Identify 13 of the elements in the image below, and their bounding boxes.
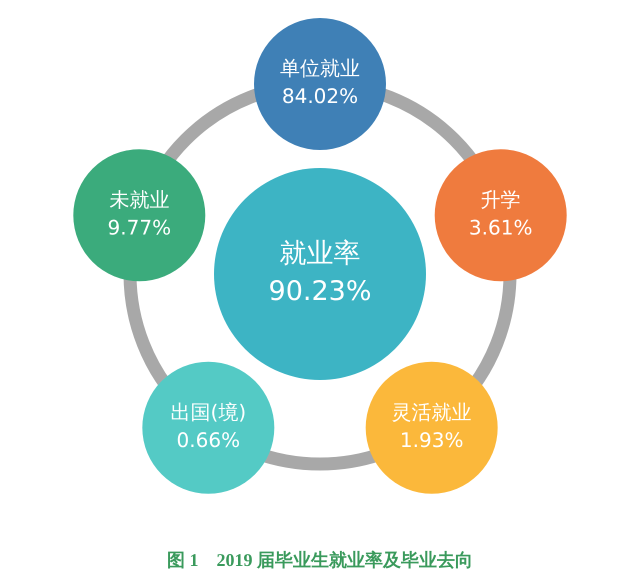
data-label: 84.02% (282, 84, 358, 108)
category-label: 就业率 (280, 238, 360, 270)
category-label: 升学 (480, 187, 521, 212)
data-label: 0.66% (176, 428, 240, 452)
data-label: 9.77% (108, 215, 172, 240)
data-label: 1.93% (400, 428, 464, 452)
data-label: 3.61% (468, 215, 532, 240)
text: 图 1 2019 届毕业生就业率及毕业去向 (166, 549, 474, 572)
category-label: 灵活就业 (392, 400, 472, 424)
category-label: 出国(境) (170, 400, 246, 424)
category-label: 未就业 (109, 187, 170, 212)
category-label: 单位就业 (280, 56, 360, 80)
data-label: 90.23% (268, 276, 372, 307)
